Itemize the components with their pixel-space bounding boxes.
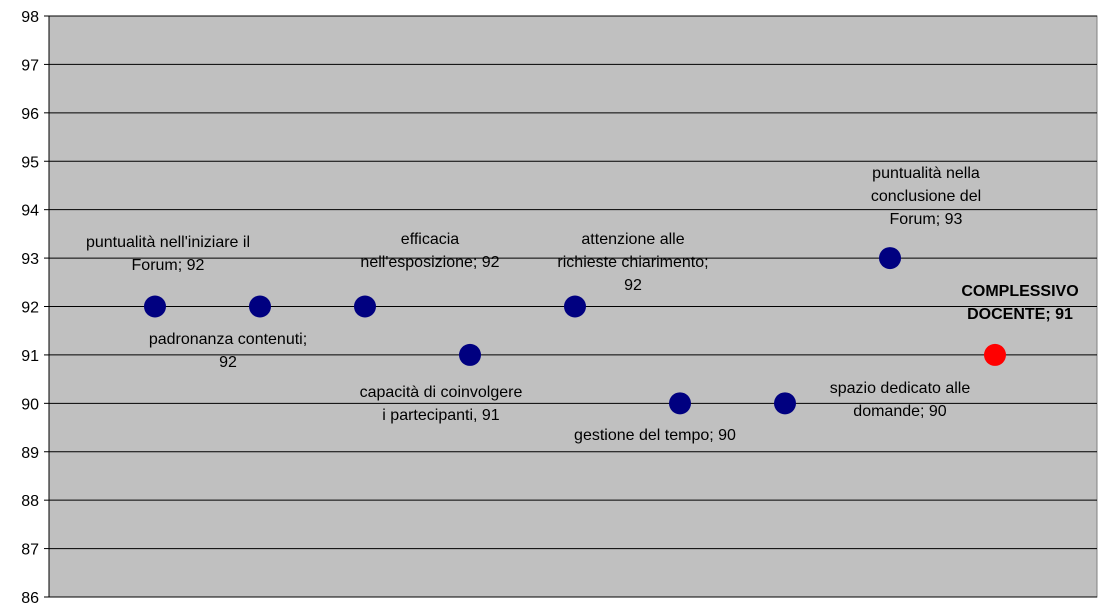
data-label: puntualità nella conclusione del Forum; 93 xyxy=(871,165,981,228)
data-label-line: puntualità nell'iniziare il xyxy=(86,234,250,251)
data-label-line: gestione del tempo; 90 xyxy=(574,427,736,444)
data-label-line: i partecipanti, 91 xyxy=(382,407,500,424)
data-label-line: puntualità nella xyxy=(872,165,980,182)
data-label-line: COMPLESSIVO xyxy=(961,283,1078,300)
data-point xyxy=(144,295,166,318)
y-tick-label: 95 xyxy=(21,154,39,171)
y-tick-label: 89 xyxy=(21,445,39,462)
y-tick-label: 90 xyxy=(21,396,39,413)
data-label-line: richieste chiarimento; xyxy=(557,254,708,271)
data-label: efficacia nell'esposizione; 92 xyxy=(360,231,499,271)
y-tick-label: 96 xyxy=(21,106,39,123)
data-label-line: DOCENTE; 91 xyxy=(967,306,1073,323)
data-label-line: padronanza contenuti; xyxy=(149,331,307,348)
data-label-line: capacità di coinvolgere xyxy=(360,384,523,401)
data-label-line: attenzione alle xyxy=(581,231,684,248)
data-point xyxy=(774,392,796,415)
data-label-line: Forum; 92 xyxy=(132,257,205,274)
data-label: puntualità nell'iniziare il Forum; 92 xyxy=(86,234,250,274)
y-tick-label: 88 xyxy=(21,493,39,510)
y-axis: 86 87 88 89 90 91 92 93 94 95 96 97 98 xyxy=(21,9,50,607)
grid-lines xyxy=(49,15,1097,598)
data-label-line: spazio dedicato alle xyxy=(830,380,971,397)
y-tick-label: 98 xyxy=(21,9,39,26)
data-label: spazio dedicato alle domande; 90 xyxy=(830,380,971,420)
data-label-line: Forum; 93 xyxy=(890,211,963,228)
y-tick-label: 87 xyxy=(21,542,39,559)
data-point xyxy=(669,392,691,415)
data-label: padronanza contenuti; 92 xyxy=(149,331,307,371)
data-point xyxy=(354,295,376,318)
data-label-line: 92 xyxy=(624,277,642,294)
y-tick-label: 97 xyxy=(21,57,39,74)
y-tick-label: 86 xyxy=(21,590,39,605)
data-label-line: nell'esposizione; 92 xyxy=(360,254,499,271)
data-point xyxy=(564,295,586,318)
data-label: COMPLESSIVO DOCENTE; 91 xyxy=(961,283,1078,323)
data-label-line: 92 xyxy=(219,354,237,371)
data-point xyxy=(879,247,901,270)
y-tick-label: 93 xyxy=(21,251,39,268)
data-label: gestione del tempo; 90 xyxy=(574,427,736,444)
data-label: capacità di coinvolgere i partecipanti, 9… xyxy=(360,384,523,424)
data-label: attenzione alle richieste chiarimento; 92 xyxy=(557,231,708,294)
y-tick-label: 94 xyxy=(21,203,39,220)
data-label-line: efficacia xyxy=(401,231,460,248)
data-label-line: domande; 90 xyxy=(853,403,947,420)
data-label-line: conclusione del xyxy=(871,188,981,205)
y-tick-label: 91 xyxy=(21,348,39,365)
data-points xyxy=(144,247,1006,415)
y-tick-label: 92 xyxy=(21,300,39,317)
data-point xyxy=(459,343,481,366)
data-point-overall xyxy=(984,343,1006,366)
data-point xyxy=(249,295,271,318)
data-labels: puntualità nell'iniziare il Forum; 92 padr… xyxy=(86,165,1079,444)
